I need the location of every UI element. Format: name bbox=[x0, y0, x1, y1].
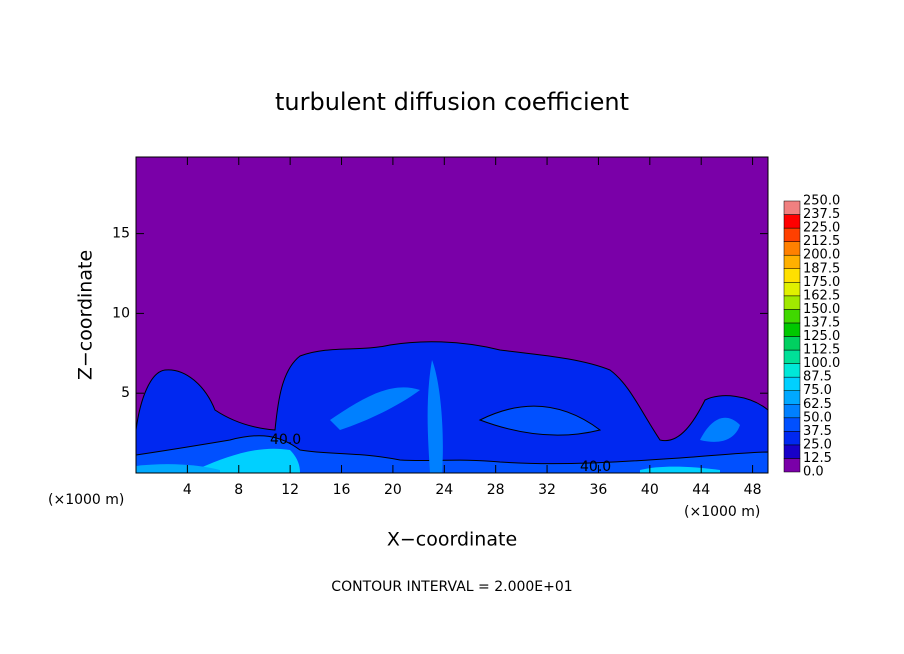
field-region bbox=[478, 405, 602, 436]
field-region bbox=[427, 360, 443, 473]
x-tick-label: 12 bbox=[281, 482, 299, 498]
y-tick-label: 15 bbox=[112, 226, 130, 242]
x-tick-label: 28 bbox=[487, 482, 505, 498]
colorbar-bin bbox=[783, 390, 801, 405]
colorbar-label: 212.5 bbox=[803, 234, 840, 249]
x-tick-label: 4 bbox=[183, 482, 192, 498]
field-region bbox=[136, 464, 220, 473]
colorbar-label: 250.0 bbox=[803, 194, 840, 209]
colorbar-bin bbox=[783, 282, 801, 297]
colorbar-label: 0.0 bbox=[803, 465, 824, 480]
colorbar-label: 125.0 bbox=[803, 329, 840, 344]
x-tick-label: 24 bbox=[435, 482, 453, 498]
colorbar-label: 225.0 bbox=[803, 221, 840, 236]
colorbar-label: 162.5 bbox=[803, 288, 840, 303]
colorbar-label: 75.0 bbox=[803, 383, 832, 398]
colorbar-label: 200.0 bbox=[803, 248, 840, 263]
colorbar-bin bbox=[783, 200, 801, 215]
colorbar-label: 187.5 bbox=[803, 261, 840, 276]
field-region bbox=[640, 466, 720, 473]
colorbar-label: 25.0 bbox=[803, 437, 832, 452]
contour-label: 40.0 bbox=[270, 432, 301, 448]
colorbar-label: 37.5 bbox=[803, 424, 832, 439]
colorbar-bin bbox=[783, 322, 801, 337]
colorbar-label: 100.0 bbox=[803, 356, 840, 371]
x-tick-label: 32 bbox=[538, 482, 556, 498]
colorbar-bin bbox=[783, 336, 801, 351]
chart-title: turbulent diffusion coefficient bbox=[275, 88, 629, 116]
colorbar-label: 12.5 bbox=[803, 451, 832, 466]
colorbar-bin bbox=[783, 254, 801, 269]
x-tick-label: 8 bbox=[234, 482, 243, 498]
field-region bbox=[330, 387, 420, 430]
colorbar-label: 150.0 bbox=[803, 302, 840, 317]
x-axis-label: X−coordinate bbox=[387, 529, 517, 551]
colorbar-bin bbox=[783, 404, 801, 419]
colorbar-label: 50.0 bbox=[803, 410, 832, 425]
x-unit-label: (×1000 m) bbox=[48, 492, 124, 508]
y-tick-label: 5 bbox=[121, 385, 130, 401]
colorbar-label: 62.5 bbox=[803, 397, 832, 412]
contour-label: 40.0 bbox=[580, 459, 611, 475]
footnote: CONTOUR INTERVAL = 2.000E+01 bbox=[331, 579, 572, 595]
colorbar-bin bbox=[783, 376, 801, 391]
colorbar-bin bbox=[783, 214, 801, 229]
y-axis-label: Z−coordinate bbox=[75, 250, 97, 380]
colorbar-bin bbox=[783, 227, 801, 242]
colorbar-bin bbox=[783, 268, 801, 283]
colorbar-label: 87.5 bbox=[803, 370, 832, 385]
colorbar-label: 137.5 bbox=[803, 315, 840, 330]
colorbar-bin bbox=[783, 431, 801, 446]
field-region bbox=[136, 341, 768, 473]
x-tick-label: 40 bbox=[641, 482, 659, 498]
x-tick-label: 44 bbox=[692, 482, 710, 498]
x-tick-label: 36 bbox=[590, 482, 608, 498]
colorbar-bin bbox=[783, 349, 801, 364]
colorbar-bin bbox=[783, 417, 801, 432]
colorbar-bin bbox=[783, 363, 801, 378]
colorbar-label: 112.5 bbox=[803, 343, 840, 358]
colorbar-bin bbox=[783, 458, 801, 473]
field-region bbox=[700, 417, 740, 442]
x-tick-label: 48 bbox=[744, 482, 762, 498]
y-tick-label: 10 bbox=[112, 305, 130, 321]
colorbar-bin bbox=[783, 241, 801, 256]
x-tick-label: 20 bbox=[384, 482, 402, 498]
colorbar-bin bbox=[783, 309, 801, 324]
x-unit-label: (×1000 m) bbox=[684, 504, 760, 520]
colorbar-label: 237.5 bbox=[803, 207, 840, 222]
plot-frame bbox=[135, 156, 769, 474]
x-tick-label: 16 bbox=[333, 482, 351, 498]
field-region bbox=[200, 448, 300, 473]
colorbar-label: 175.0 bbox=[803, 275, 840, 290]
colorbar-bin bbox=[783, 444, 801, 459]
colorbar-bin bbox=[783, 295, 801, 310]
field bbox=[136, 157, 768, 473]
